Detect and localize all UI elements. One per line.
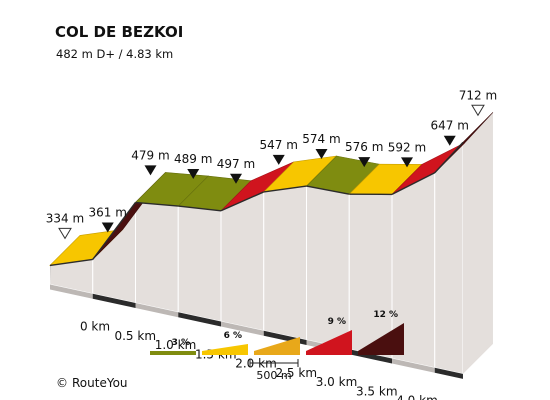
distance-tick-label: 0 km	[80, 320, 110, 334]
elevation-marker-icon	[144, 165, 157, 176]
copyright-icon: ©	[56, 376, 68, 390]
side-face	[135, 201, 179, 313]
profile-edge	[263, 185, 307, 193]
profile-elevation-labels: 334 m 361 m 479 m 489 m 497 m 547 m 574 m 576 m…	[46, 88, 497, 225]
elevation-marker-icon	[230, 173, 242, 184]
profile-edge	[92, 201, 137, 260]
profile-edge	[49, 258, 93, 267]
elevation-label: 576 m	[345, 140, 383, 154]
profile-point-markers	[58, 104, 485, 240]
start-finish-marker-icon	[471, 104, 485, 117]
start-finish-marker-icon	[58, 227, 72, 240]
elevation-marker-icon	[443, 135, 456, 146]
legend-label: 9 %	[328, 317, 346, 327]
elevation-marker-icon	[272, 154, 285, 165]
elevation-label: 592 m	[388, 140, 426, 154]
distance-tick-labels: 0 km0.5 km1.0 km1.5 km2.0 km2.5 km3.0 km…	[80, 320, 438, 400]
profile-edge	[306, 185, 350, 195]
distance-tick-label: 2.5 km	[275, 366, 317, 380]
legend-label: 3 %	[172, 338, 190, 348]
legend-scale-label: 500 m	[256, 369, 291, 382]
legend-swatch	[306, 330, 352, 355]
elevation-label: 712 m	[459, 88, 497, 102]
base-strip	[221, 321, 264, 336]
elevation-label: 361 m	[89, 205, 127, 219]
elevation-label: 489 m	[174, 152, 212, 166]
side-face	[434, 141, 464, 375]
profile-base	[50, 265, 463, 379]
elevation-label: 334 m	[46, 211, 84, 225]
profile-slope-segments	[49, 112, 494, 267]
base-strip	[392, 358, 435, 373]
chart-subtitle: 482 m D+ / 4.83 km	[56, 47, 173, 61]
profile-edge	[434, 141, 464, 174]
base-strip	[178, 312, 221, 327]
legend-swatch	[150, 351, 196, 355]
chart-title: COL DE BEZKOI	[55, 23, 183, 41]
elevation-label: 497 m	[217, 157, 255, 171]
legend-label: 6 %	[224, 331, 242, 341]
distance-tick-label: 1.0 km	[155, 338, 197, 352]
copyright-footer: © RouteYou	[56, 376, 128, 390]
profile-edge	[220, 191, 265, 212]
side-face	[263, 185, 307, 341]
elevation-label: 574 m	[302, 132, 340, 146]
legend-swatch	[254, 337, 300, 355]
elevation-label: 479 m	[131, 148, 169, 162]
elevation-marker-icon	[187, 169, 200, 180]
base-strip	[92, 293, 136, 308]
profile-edge	[391, 172, 436, 196]
base-strip	[434, 367, 463, 379]
elevation-marker-icon	[401, 157, 413, 168]
elevation-label: 647 m	[431, 119, 469, 133]
elevation-marker-icon	[315, 149, 328, 160]
profile-edge	[178, 205, 222, 212]
elevation-marker-icon	[358, 157, 371, 168]
elevation-marker-icon	[101, 222, 114, 233]
legend-swatch	[202, 344, 248, 355]
base-strip	[50, 284, 93, 299]
end-wall	[462, 112, 493, 374]
distance-tick-label: 3.0 km	[316, 375, 358, 389]
legend-label: 12 %	[373, 310, 398, 320]
side-face	[177, 205, 222, 323]
routeyou-brand: RouteYou	[72, 376, 128, 390]
profile-edge	[135, 201, 179, 207]
side-face	[348, 193, 393, 360]
gradient-legend: 3 % 6 % 9 % 12 % 500 m	[150, 310, 404, 382]
distance-tick-label: 0.5 km	[114, 329, 156, 343]
elevation-label: 547 m	[260, 138, 298, 152]
distance-tick-label: 3.5 km	[356, 384, 398, 398]
side-face	[220, 191, 265, 332]
base-strip	[135, 303, 179, 318]
legend-swatch	[358, 323, 404, 355]
distance-tick-label: 4.0 km	[396, 394, 438, 400]
